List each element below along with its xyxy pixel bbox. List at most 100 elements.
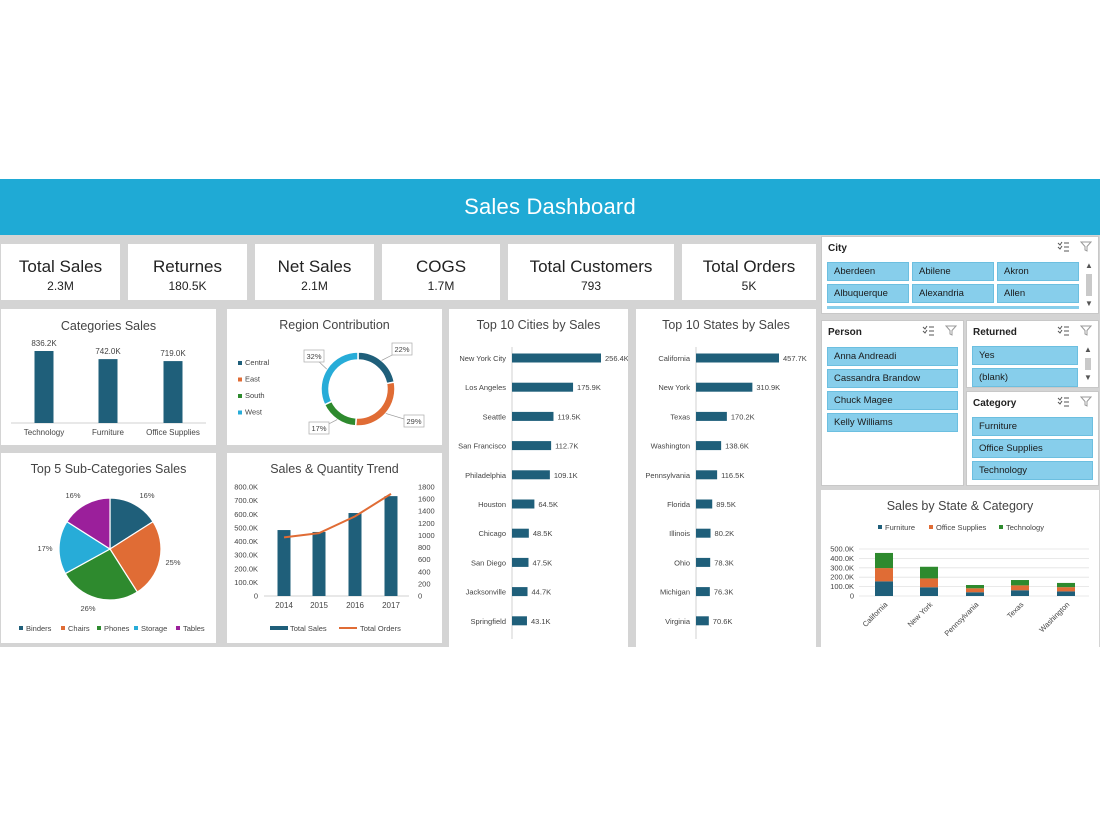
legend-swatch	[878, 525, 882, 529]
bar-segment	[966, 588, 984, 593]
returned-slicer: Returned Yes (blank) ▲ ▼	[966, 320, 1099, 388]
region-contribution-chart: 22% 29% 17% 32% Central East South West	[238, 342, 425, 435]
slicer-item-returned[interactable]: (blank)	[972, 368, 1078, 387]
clear-filter-icon[interactable]	[1080, 241, 1092, 252]
slicer-item-category[interactable]: Office Supplies	[972, 439, 1093, 458]
subcategories-chart: 16% 25% 26% 17% 16% Binders Chairs Phones Storag…	[19, 491, 205, 633]
slicer-item-person[interactable]: Chuck Magee	[827, 391, 958, 410]
legend-swatch	[999, 525, 1003, 529]
data-label: 719.0K	[160, 349, 186, 358]
slicer-item-city[interactable]: Allen	[997, 284, 1079, 303]
data-label: 32%	[306, 352, 321, 361]
data-label: 138.6K	[725, 442, 749, 451]
multi-select-icon[interactable]	[1057, 396, 1070, 407]
category-label: California	[861, 599, 890, 628]
scroll-thumb[interactable]	[1086, 274, 1092, 296]
slicer-title: City	[828, 243, 847, 254]
sales-trend-card: Sales & Quantity Trend 800.0K 700.0K 600.0…	[227, 453, 442, 643]
clear-filter-icon[interactable]	[1080, 396, 1092, 407]
legend-label: Furniture	[885, 523, 915, 532]
slicer-item-city[interactable]: Akron	[997, 262, 1079, 281]
scroll-up-icon[interactable]: ▲	[1084, 345, 1092, 354]
bar-segment	[1011, 590, 1029, 596]
clear-filter-icon[interactable]	[1080, 325, 1092, 336]
data-label: 17%	[311, 424, 326, 433]
slicer-item-city[interactable]: Aberdeen	[827, 262, 909, 281]
kpi-total-customers: Total Customers 793	[508, 244, 674, 300]
bar	[512, 587, 528, 597]
bar-segment	[875, 552, 893, 569]
bar	[512, 499, 535, 509]
bar	[163, 361, 183, 423]
city-slicer-scrollbar[interactable]: ▲ ▼	[1084, 261, 1094, 311]
returned-slicer-scrollbar[interactable]: ▲ ▼	[1083, 345, 1093, 385]
kpi-total-sales: Total Sales 2.3M	[1, 244, 120, 300]
bar	[696, 528, 711, 538]
slicer-item-person[interactable]: Anna Andreadi	[827, 347, 958, 366]
data-label: 64.5K	[538, 500, 558, 509]
category-label: 2017	[382, 601, 400, 610]
scroll-down-icon[interactable]: ▼	[1084, 373, 1092, 382]
data-label: 112.7K	[555, 442, 578, 451]
scroll-down-icon[interactable]: ▼	[1085, 299, 1093, 308]
data-label: 29%	[406, 417, 421, 426]
data-label: 26%	[80, 604, 95, 613]
kpi-value: 2.3M	[47, 279, 74, 293]
bar	[696, 557, 711, 567]
data-label: 25%	[165, 558, 180, 567]
chart-title: Sales by State & Category	[886, 499, 1034, 513]
data-label: 89.5K	[716, 500, 736, 509]
data-label: 17%	[37, 544, 52, 553]
data-label: 44.7K	[532, 588, 552, 597]
region-contribution-card: Region Contribution 22% 29% 17% 32% Central E…	[227, 309, 442, 445]
kpi-label: Net Sales	[277, 257, 352, 276]
bar	[277, 530, 291, 596]
category-label: New York	[658, 383, 690, 392]
y-tick-label: 100.0K	[830, 582, 854, 591]
slicer-title: Returned	[973, 327, 1017, 338]
sales-trend-chart: 800.0K 700.0K 600.0K 500.0K 400.0K 300.0K 200.…	[234, 483, 434, 634]
multi-select-icon[interactable]	[1057, 241, 1070, 252]
data-label: 78.3K	[714, 558, 734, 567]
slicer-item-person[interactable]: Kelly Williams	[827, 413, 958, 432]
bar	[696, 616, 709, 626]
data-label: 43.1K	[531, 617, 551, 626]
multi-select-icon[interactable]	[922, 325, 935, 336]
slicer-item-city[interactable]: Alexandria	[912, 284, 994, 303]
bar-segment	[1057, 591, 1075, 596]
slicer-item-city[interactable]: Abilene	[912, 262, 994, 281]
person-slicer: Person Anna Andreadi Cassandra Brandow C…	[821, 320, 964, 486]
slicer-item-category[interactable]: Furniture	[972, 417, 1093, 436]
legend-label: Storage	[141, 624, 167, 633]
clear-filter-icon[interactable]	[945, 325, 957, 336]
category-label: Jacksonville	[466, 588, 506, 597]
bar	[696, 441, 722, 451]
multi-select-icon[interactable]	[1057, 325, 1070, 336]
page-title: Sales Dashboard	[464, 194, 636, 219]
bar	[696, 499, 713, 509]
slicer-item-returned[interactable]: Yes	[972, 346, 1078, 365]
data-label-box	[391, 342, 413, 356]
scroll-up-icon[interactable]: ▲	[1085, 261, 1093, 270]
bar	[696, 411, 727, 421]
data-label: 48.5K	[533, 529, 553, 538]
slicer-item-category[interactable]: Technology	[972, 461, 1093, 480]
bar-segment	[1057, 587, 1075, 592]
slicer-item-person[interactable]: Cassandra Brandow	[827, 369, 958, 388]
kpi-value: 180.5K	[168, 279, 207, 293]
bar	[348, 513, 362, 596]
category-label: Furniture	[92, 428, 125, 437]
legend-swatch	[61, 626, 65, 630]
category-slicer: Category Furniture Office Supplies Techn…	[966, 391, 1099, 486]
y-tick-label: 300.0K	[234, 551, 258, 560]
kpi-label: Total Sales	[18, 257, 103, 276]
slicer-item-city[interactable]: Albuquerque	[827, 284, 909, 303]
data-label: 170.2K	[731, 412, 755, 421]
legend-label: Technology	[1006, 523, 1044, 532]
line-series	[283, 492, 392, 539]
scroll-thumb[interactable]	[1085, 358, 1091, 370]
data-label: 836.2K	[31, 339, 57, 348]
pie-slice	[66, 497, 111, 551]
category-label: Springfield	[471, 617, 506, 626]
legend-swatch	[238, 410, 242, 415]
